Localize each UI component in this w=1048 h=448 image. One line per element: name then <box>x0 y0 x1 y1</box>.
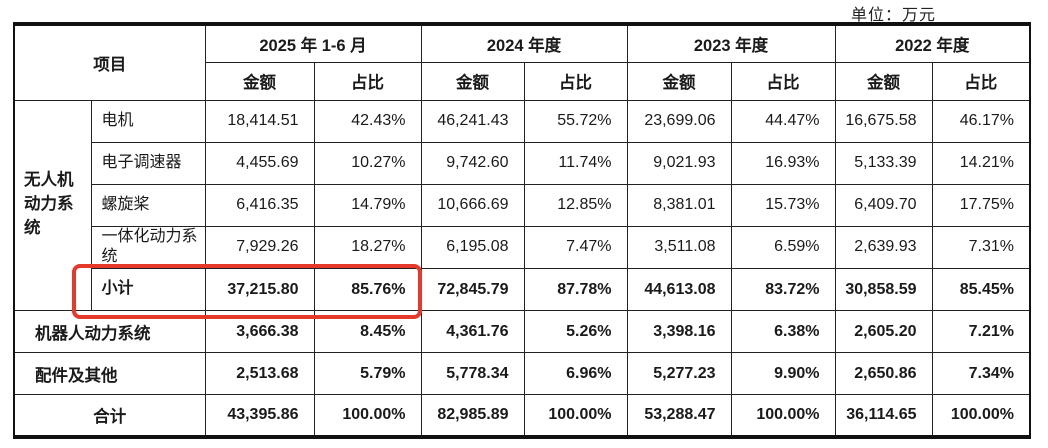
table-cell: 87.78% <box>523 268 628 312</box>
table-cell: 2,639.93 <box>834 225 933 270</box>
table-row-total: 合计 43,395.86 100.00% 82,985.89 100.00% 5… <box>13 394 1031 438</box>
table-cell: 14.79% <box>313 183 422 227</box>
table-cell: 5,277.23 <box>626 352 732 396</box>
table-cell: 6.59% <box>730 225 836 270</box>
header-row-subcolumns: 金额 占比 金额 占比 金额 占比 金额 占比 <box>14 61 1031 101</box>
table-cell: 30,858.59 <box>834 268 933 312</box>
table-cell: 5.79% <box>313 352 422 396</box>
table-cell: 9.90% <box>730 352 836 396</box>
amount-header: 金额 <box>204 61 315 101</box>
table-cell: 5,778.34 <box>420 352 525 396</box>
table-cell: 23,699.06 <box>626 99 732 143</box>
table-row-esc: 电子调速器 4,455.69 10.27% 9,742.60 11.74% 9,… <box>14 141 1031 185</box>
table-cell: 11.74% <box>523 141 628 185</box>
table-cell: 82,985.89 <box>420 394 525 438</box>
table-cell: 10.27% <box>313 141 422 185</box>
row-label: 电子调速器 <box>90 141 206 185</box>
table-row-accessories: 配件及其他 2,513.68 5.79% 5,778.34 6.96% 5,27… <box>13 352 1031 396</box>
table-row-robot-power: 机器人动力系统 3,666.38 8.45% 4,361.76 5.26% 3,… <box>13 310 1031 354</box>
period-header-2022: 2022 年度 <box>834 23 1031 63</box>
table-cell: 85.76% <box>313 268 422 312</box>
row-label: 一体化动力系统 <box>90 225 206 270</box>
table-cell: 46,241.43 <box>420 99 525 143</box>
table-cell: 6,416.35 <box>204 183 315 227</box>
table-cell: 42.43% <box>313 99 422 143</box>
table-cell: 3,666.38 <box>204 310 315 354</box>
table-cell: 6.38% <box>730 310 836 354</box>
ratio-header: 占比 <box>730 61 836 101</box>
table-cell: 7,929.26 <box>204 225 315 270</box>
row-label: 螺旋桨 <box>90 183 206 227</box>
table-cell: 3,398.16 <box>626 310 732 354</box>
table-cell: 3,511.08 <box>626 225 732 270</box>
header-row-periods: 项目 2025 年 1-6 月 2024 年度 2023 年度 2022 年度 <box>13 23 1031 101</box>
table-cell: 17.75% <box>931 183 1031 227</box>
table-cell: 18,414.51 <box>204 99 315 143</box>
table-row-subtotal: 小计 37,215.80 85.76% 72,845.79 87.78% 44,… <box>14 268 1031 312</box>
table-cell: 5.26% <box>523 310 628 354</box>
table-row-integrated-power: 一体化动力系统 7,929.26 18.27% 6,195.08 7.47% 3… <box>14 225 1031 270</box>
table-cell: 15.73% <box>730 183 836 227</box>
table-cell: 16.93% <box>730 141 836 185</box>
table-row-propeller: 螺旋桨 6,416.35 14.79% 10,666.69 12.85% 8,3… <box>14 183 1031 227</box>
table-cell: 7.21% <box>931 310 1031 354</box>
table-cell: 18.27% <box>313 225 422 270</box>
table-cell: 8,381.01 <box>626 183 732 227</box>
table-cell: 7.34% <box>931 352 1031 396</box>
table-cell: 72,845.79 <box>420 268 525 312</box>
ratio-header: 占比 <box>523 61 628 101</box>
table-cell: 5,133.39 <box>834 141 933 185</box>
item-header: 项目 <box>13 23 206 101</box>
table-cell: 100.00% <box>931 394 1031 438</box>
table-cell: 4,455.69 <box>204 141 315 185</box>
table-cell: 2,513.68 <box>204 352 315 396</box>
table-cell: 10,666.69 <box>420 183 525 227</box>
row-label: 机器人动力系统 <box>13 310 206 354</box>
table-cell: 8.45% <box>313 310 422 354</box>
amount-header: 金额 <box>420 61 525 101</box>
row-label: 配件及其他 <box>13 352 206 396</box>
table-cell: 2,650.86 <box>834 352 933 396</box>
amount-header: 金额 <box>626 61 732 101</box>
table-cell: 9,021.93 <box>626 141 732 185</box>
table-cell: 2,605.20 <box>834 310 933 354</box>
table-cell: 6.96% <box>523 352 628 396</box>
table-cell: 37,215.80 <box>204 268 315 312</box>
table-cell: 6,409.70 <box>834 183 933 227</box>
table-cell: 83.72% <box>730 268 836 312</box>
table-cell: 100.00% <box>523 394 628 438</box>
table-cell: 7.47% <box>523 225 628 270</box>
unit-label: 单位：万元 <box>850 7 936 24</box>
table-cell: 7.31% <box>931 225 1031 270</box>
table-cell: 14.21% <box>931 141 1031 185</box>
table-cell: 100.00% <box>313 394 422 438</box>
table-cell: 6,195.08 <box>420 225 525 270</box>
table-cell: 4,361.76 <box>420 310 525 354</box>
row-label: 电机 <box>90 99 206 143</box>
table-row-motor: 无人机动力系统 电机 18,414.51 42.43% 46,241.43 55… <box>13 99 1031 312</box>
table-cell: 53,288.47 <box>626 394 732 438</box>
group-label-cell: 无人机动力系统 <box>13 99 92 312</box>
row-label: 合计 <box>13 394 206 438</box>
table-cell: 44.47% <box>730 99 836 143</box>
table-cell: 9,742.60 <box>420 141 525 185</box>
ratio-header: 占比 <box>313 61 422 101</box>
table-cell: 55.72% <box>523 99 628 143</box>
financial-table: 项目 2025 年 1-6 月 2024 年度 2023 年度 2022 年度 … <box>13 22 1031 439</box>
table-cell: 100.00% <box>730 394 836 438</box>
row-label: 小计 <box>90 268 206 312</box>
ratio-header: 占比 <box>931 61 1031 101</box>
period-header-2025: 2025 年 1-6 月 <box>204 23 422 63</box>
table-cell: 85.45% <box>931 268 1031 312</box>
table-cell: 43,395.86 <box>204 394 315 438</box>
table-cell: 44,613.08 <box>626 268 732 312</box>
table-cell: 46.17% <box>931 99 1031 143</box>
period-header-2024: 2024 年度 <box>420 23 628 63</box>
amount-header: 金额 <box>834 61 933 101</box>
table-cell: 12.85% <box>523 183 628 227</box>
table-cell: 36,114.65 <box>834 394 933 438</box>
period-header-2023: 2023 年度 <box>626 23 836 63</box>
table-cell: 16,675.58 <box>834 99 933 143</box>
